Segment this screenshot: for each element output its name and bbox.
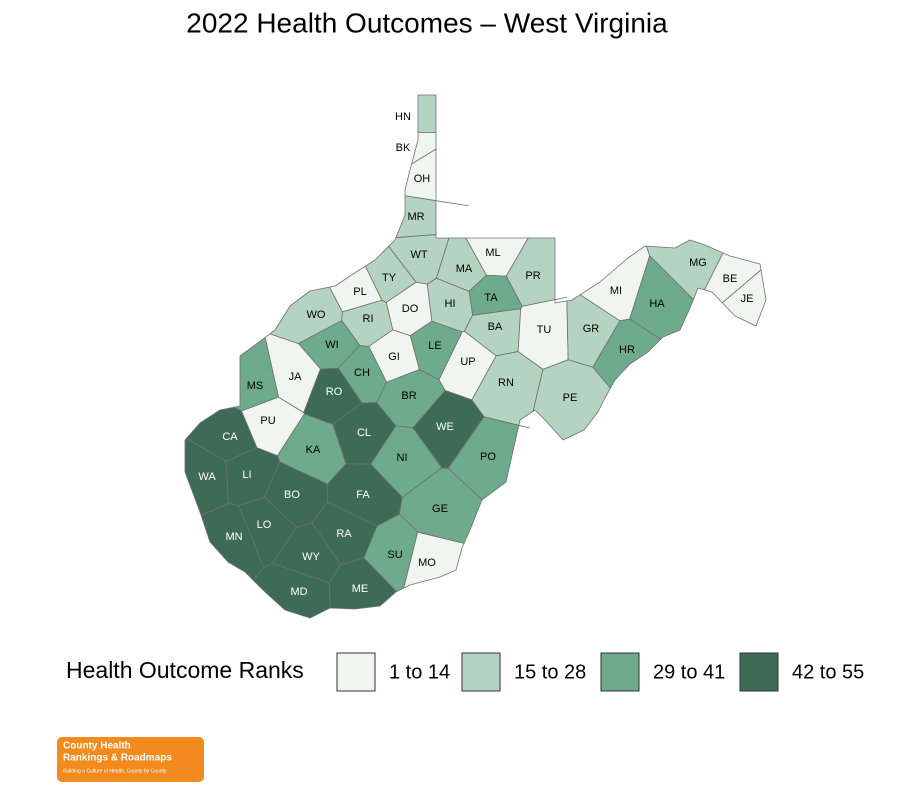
- legend-swatch: [739, 652, 779, 692]
- county-label: WE: [436, 421, 454, 433]
- county-label: ML: [485, 247, 500, 259]
- county-label: DO: [402, 303, 419, 315]
- county-label: GE: [432, 503, 448, 515]
- county: [417, 94, 437, 133]
- county-label: WY: [302, 551, 320, 563]
- legend-swatch: [336, 652, 376, 692]
- legend-title: Health Outcome Ranks: [66, 657, 304, 683]
- legend-label: 42 to 55: [792, 661, 864, 683]
- county: [328, 557, 398, 610]
- county-label: PU: [260, 415, 275, 427]
- county-label: BE: [723, 273, 738, 285]
- county-label: JA: [289, 371, 303, 383]
- county-label: UP: [460, 356, 475, 368]
- legend-label: 1 to 14: [389, 661, 450, 683]
- county-label: CA: [222, 431, 238, 443]
- county-label: BK: [396, 142, 411, 154]
- county-label: BO: [284, 489, 300, 501]
- county-label: GI: [388, 351, 400, 363]
- label-layer: HN BK OH MR WT ML MA PR TY PL TA HI DO WO RI BA TU GR MI HA…: [198, 111, 753, 598]
- county: [721, 269, 767, 327]
- county-label: PL: [353, 286, 366, 298]
- county-label: LO: [257, 519, 272, 531]
- logo-line: County Health: [63, 741, 131, 752]
- county-label: MR: [407, 211, 424, 223]
- county-label: NI: [397, 452, 408, 464]
- county-label: WT: [410, 249, 427, 261]
- county-label: JE: [741, 293, 754, 305]
- legend-label: 15 to 28: [514, 661, 586, 683]
- county-label: WA: [198, 471, 216, 483]
- county-label: HR: [619, 344, 635, 356]
- legend: 1 to 14 15 to 28 29 to 41 42 to 55: [336, 652, 864, 692]
- county-label: RO: [326, 386, 343, 398]
- county-label: MI: [610, 285, 622, 297]
- county-label: ME: [352, 583, 369, 595]
- county-label: LI: [242, 469, 251, 481]
- legend-swatch: [461, 652, 501, 692]
- county-label: PR: [525, 270, 540, 282]
- county-layer: [184, 94, 767, 619]
- county: [395, 195, 437, 239]
- county-label: TY: [382, 272, 397, 284]
- county-label: MO: [418, 557, 436, 569]
- county-label: PO: [480, 451, 496, 463]
- county: [404, 148, 469, 207]
- county-label: OH: [414, 173, 431, 185]
- county-label: LE: [428, 340, 441, 352]
- county-label: WO: [307, 309, 326, 321]
- county-label: MD: [290, 586, 307, 598]
- county-label: HN: [395, 111, 411, 123]
- county-label: MN: [225, 531, 242, 543]
- county-label: FA: [356, 489, 370, 501]
- county-label: CL: [357, 427, 371, 439]
- county-label: HA: [649, 298, 665, 310]
- county-label: MS: [247, 380, 264, 392]
- county-label: SU: [387, 549, 402, 561]
- legend-label: 29 to 41: [653, 661, 725, 683]
- county-label: MG: [689, 257, 707, 269]
- county-label: PE: [563, 392, 578, 404]
- county-label: WI: [325, 339, 338, 351]
- county: [200, 503, 265, 581]
- county-label: CH: [354, 367, 370, 379]
- county: [252, 562, 331, 619]
- county-label: TU: [537, 324, 552, 336]
- county: [629, 255, 694, 340]
- county-label: KA: [306, 444, 321, 456]
- county-label: RN: [498, 377, 514, 389]
- county-label: RA: [336, 528, 352, 540]
- county: [411, 132, 437, 165]
- legend-swatch: [600, 652, 640, 692]
- map-title: 2022 Health Outcomes – West Virginia: [186, 7, 668, 38]
- county-label: RI: [363, 313, 374, 325]
- logo-line: Rankings & Roadmaps: [63, 753, 172, 764]
- logo-badge: [57, 737, 204, 782]
- county-label: GR: [583, 323, 600, 335]
- county-label: HI: [445, 298, 456, 310]
- county: [532, 359, 611, 441]
- county: [403, 531, 465, 589]
- county-label: TA: [484, 292, 498, 304]
- county-label: BR: [401, 390, 416, 402]
- county-label: BA: [488, 321, 503, 333]
- logo-line: Building a Culture of Health, County by …: [63, 768, 167, 774]
- county-label: MA: [456, 263, 473, 275]
